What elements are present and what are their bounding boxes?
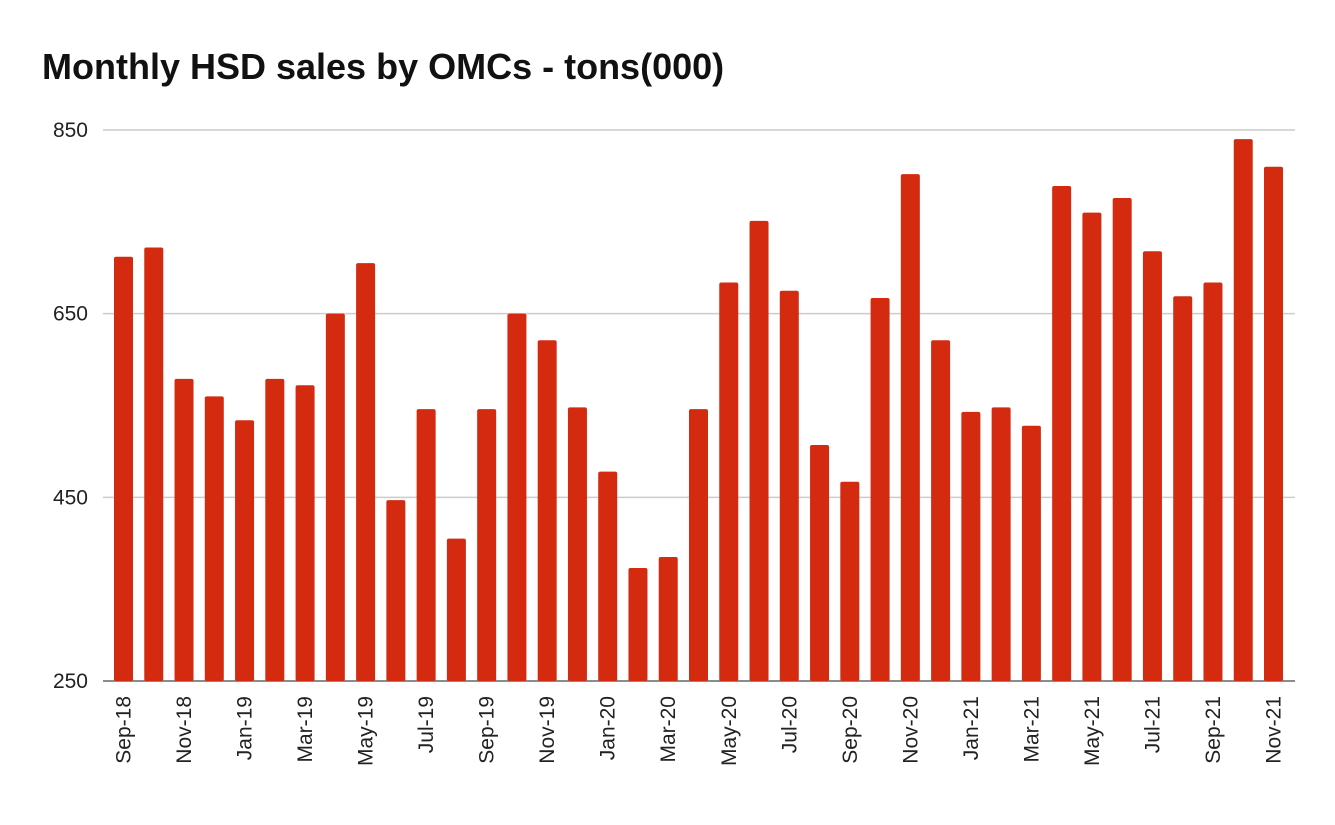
- x-tick-label: Jul-19: [415, 696, 438, 753]
- bar-Feb-20: [628, 568, 648, 681]
- bar-Mar-21: [1021, 425, 1041, 681]
- bar-Mar-19: [295, 385, 315, 681]
- bar-Aug-21: [1173, 296, 1193, 681]
- bar-May-20: [719, 282, 739, 681]
- y-tick-label: 250: [53, 670, 88, 693]
- bar-Sep-20: [840, 481, 860, 681]
- x-tick-label: Sep-19: [476, 696, 499, 764]
- bar-Jan-20: [598, 471, 618, 681]
- bar-Nov-19: [537, 340, 557, 681]
- x-tick-label: Nov-21: [1263, 696, 1286, 764]
- bar-Feb-21: [991, 407, 1011, 681]
- bar-Jun-20: [749, 220, 769, 682]
- bar-Mar-20: [658, 557, 678, 681]
- bar-Jun-19: [386, 500, 406, 681]
- bar-Jan-21: [961, 411, 981, 681]
- bar-Aug-19: [446, 538, 466, 681]
- x-tick-label: Jan-20: [597, 696, 620, 760]
- x-tick-label: Mar-20: [657, 696, 680, 763]
- x-tick-label: Nov-19: [536, 696, 559, 764]
- x-tick-label: Jul-21: [1141, 696, 1164, 753]
- x-tick-label: Nov-20: [899, 696, 922, 764]
- bar-Sep-19: [477, 409, 497, 681]
- bar-Dec-18: [204, 396, 224, 681]
- bar-Jul-21: [1142, 251, 1162, 681]
- bar-Jun-21: [1112, 197, 1132, 681]
- x-tick-label: Nov-18: [173, 696, 196, 764]
- bar-Dec-20: [931, 340, 951, 681]
- x-tick-label: Jan-21: [960, 696, 983, 760]
- y-tick-label: 650: [53, 303, 88, 326]
- bar-Nov-18: [174, 378, 194, 681]
- bar-Jan-19: [235, 420, 255, 681]
- y-tick-label: 850: [53, 119, 88, 142]
- bar-Apr-19: [325, 313, 345, 681]
- bar-Feb-19: [265, 378, 285, 681]
- bar-May-19: [356, 263, 376, 681]
- bar-Oct-21: [1233, 139, 1253, 681]
- y-axis-labels: 250 450 650 850: [53, 119, 88, 693]
- x-tick-label: Mar-21: [1020, 696, 1043, 763]
- bar-Dec-19: [567, 407, 587, 681]
- x-tick-label: May-20: [718, 696, 741, 766]
- x-tick-label: Jul-20: [778, 696, 801, 753]
- x-tick-label: Sep-21: [1202, 696, 1225, 764]
- bar-Apr-21: [1052, 186, 1072, 682]
- bar-Oct-20: [870, 298, 890, 681]
- x-tick-label: Jan-19: [234, 696, 257, 760]
- bar-Jul-19: [416, 409, 436, 681]
- bar-Nov-20: [900, 174, 920, 681]
- bar-Jul-20: [779, 290, 799, 681]
- chart-title: Monthly HSD sales by OMCs - tons(000): [42, 46, 725, 87]
- bar-Oct-18: [144, 247, 164, 681]
- bar-May-21: [1082, 212, 1102, 681]
- x-tick-label: May-21: [1081, 696, 1104, 766]
- bar-Sep-21: [1203, 282, 1223, 681]
- bar-Apr-20: [689, 409, 708, 681]
- bar-Sep-18: [114, 256, 133, 681]
- x-tick-label: Mar-19: [294, 696, 317, 763]
- x-tick-label: Sep-18: [113, 696, 136, 764]
- y-tick-label: 450: [53, 486, 88, 509]
- bars: [114, 139, 1283, 682]
- x-tick-label: May-19: [355, 696, 378, 766]
- bar-Nov-21: [1264, 166, 1283, 681]
- bar-Oct-19: [507, 313, 527, 681]
- bar-Aug-20: [810, 444, 830, 681]
- x-axis-labels: Sep-18 Nov-18 Jan-19 Mar-19 May-19 Jul-19 Sep-…: [113, 696, 1286, 766]
- x-tick-label: Sep-20: [839, 696, 862, 764]
